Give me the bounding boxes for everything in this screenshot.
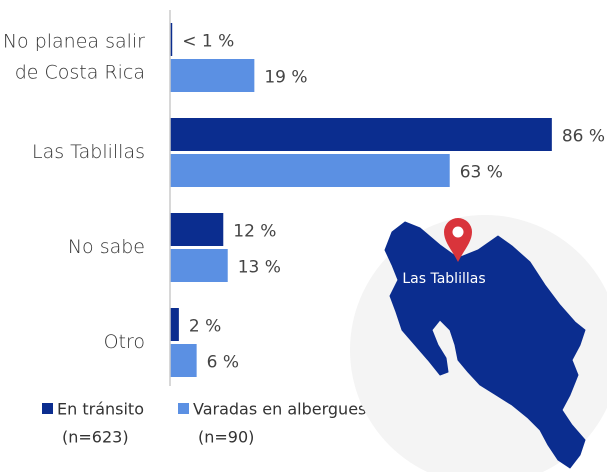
value-label: < 1 % bbox=[182, 32, 234, 52]
value-label: 13 % bbox=[238, 258, 281, 278]
costa-rica-shape bbox=[384, 221, 586, 469]
legend-label: En tránsito bbox=[57, 400, 144, 419]
category-label: No planea salir bbox=[3, 31, 145, 53]
category-label: No sabe bbox=[68, 236, 145, 258]
bar bbox=[170, 118, 552, 151]
legend-sample: (n=90) bbox=[198, 428, 254, 447]
category-label: de Costa Rica bbox=[15, 62, 145, 84]
bar bbox=[170, 154, 450, 187]
map-label: Las Tablillas bbox=[402, 271, 485, 287]
value-label: 86 % bbox=[562, 127, 605, 147]
bar bbox=[170, 23, 173, 56]
map-pin bbox=[444, 218, 472, 262]
legend-label: Varadas en albergues bbox=[193, 400, 366, 419]
bar bbox=[170, 308, 179, 341]
value-label: 12 % bbox=[233, 222, 276, 242]
bar bbox=[170, 59, 255, 92]
map-pin-hole bbox=[452, 226, 464, 238]
value-label: 6 % bbox=[207, 353, 239, 373]
map: Las Tablillas bbox=[350, 215, 607, 472]
value-label: 2 % bbox=[189, 317, 221, 337]
bar bbox=[170, 344, 197, 377]
legend-swatch bbox=[42, 403, 53, 414]
legend-swatch bbox=[178, 403, 189, 414]
bar bbox=[170, 249, 228, 282]
category-label: Otro bbox=[104, 331, 145, 353]
value-label: 19 % bbox=[264, 68, 307, 88]
legend-sample: (n=623) bbox=[62, 428, 129, 447]
bar bbox=[170, 213, 224, 246]
value-label: 63 % bbox=[460, 163, 503, 183]
category-label: Las Tablillas bbox=[32, 141, 145, 163]
